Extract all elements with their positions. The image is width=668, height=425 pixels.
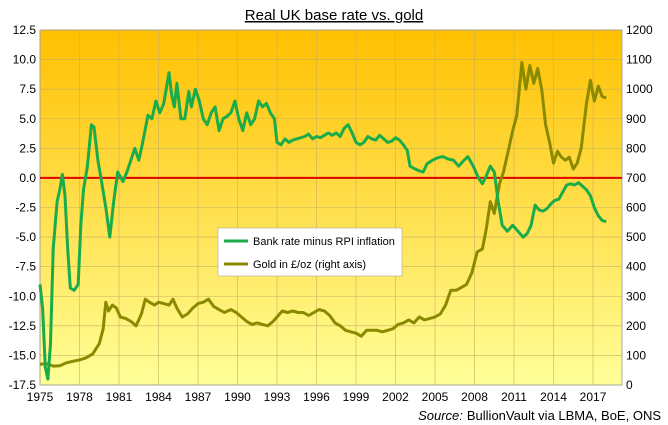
x-tick-label: 1978	[66, 390, 93, 404]
x-tick-label: 1996	[303, 390, 330, 404]
y-right-tick-label: 500	[626, 230, 646, 244]
y-left-tick-label: -5.0	[15, 230, 36, 244]
source-label: Source:	[418, 408, 463, 423]
plot-border	[39, 29, 623, 386]
y-left-tick-label: -15.0	[9, 348, 37, 362]
x-tick-label: 2005	[422, 390, 449, 404]
legend-box	[217, 227, 403, 277]
x-tick-label: 2002	[382, 390, 409, 404]
legend: Bank rate minus RPI inflation Gold in £/…	[217, 227, 403, 277]
y-right-tick-label: 100	[626, 348, 646, 362]
source-text: BullionVault via LBMA, BoE, ONS	[467, 408, 661, 423]
x-tick-label: 1990	[224, 390, 251, 404]
chart-title: Real UK base rate vs. gold	[245, 7, 423, 24]
y-right-tick-label: 200	[626, 319, 646, 333]
y-left-tick-label: -7.5	[15, 260, 36, 274]
y-left-tick-label: -17.5	[9, 378, 37, 392]
grid	[39, 29, 623, 386]
y-right-tick-label: 1000	[626, 82, 653, 96]
y-left-tick-label: 2.5	[19, 141, 36, 155]
y-right-tick-label: 1200	[626, 23, 653, 37]
y-left-tick-label: 7.5	[19, 82, 36, 96]
legend-label-rate: Bank rate minus RPI inflation	[253, 236, 395, 248]
y-right-tick-label: 300	[626, 289, 646, 303]
y-right-tick-label: 400	[626, 260, 646, 274]
y-left-tick-label: -12.5	[9, 319, 37, 333]
x-tick-label: 1981	[106, 390, 133, 404]
y-right-tick-label: 700	[626, 171, 646, 185]
y-right-tick-label: 800	[626, 141, 646, 155]
y-left-tick-label: -2.5	[15, 201, 36, 215]
x-tick-label: 1984	[145, 390, 172, 404]
x-tick-label: 1999	[343, 390, 370, 404]
y-right-tick-label: 600	[626, 201, 646, 215]
gold-price-line	[39, 61, 607, 368]
source-note: Source: BullionVault via LBMA, BoE, ONS	[418, 408, 661, 423]
x-tick-label: 2011	[501, 390, 527, 404]
real-rate-line	[38, 71, 607, 381]
y-right-tick-label: 0	[626, 378, 633, 392]
y-left-tick-label: -10.0	[9, 289, 37, 303]
y-left-tick-label: 10.0	[13, 53, 37, 67]
x-tick-label: 2008	[461, 390, 488, 404]
legend-label-gold: Gold in £/oz (right axis)	[253, 259, 366, 271]
left-axis: 12.5 10.0 7.5 5.0 2.5 0.0 -2.5 -5.0 -7.5 -10.0 -12…	[9, 23, 37, 392]
y-left-tick-label: 5.0	[19, 112, 36, 126]
y-right-tick-label: 1100	[626, 53, 652, 67]
y-right-tick-label: 900	[626, 112, 646, 126]
x-tick-label: 1993	[264, 390, 291, 404]
y-left-tick-label: 0.0	[19, 171, 36, 185]
x-tick-label: 1975	[27, 390, 54, 404]
x-tick-label: 1987	[185, 390, 212, 404]
y-left-tick-label: 12.5	[13, 23, 37, 37]
x-tick-label: 2017	[580, 390, 607, 404]
x-tick-label: 2014	[540, 390, 567, 404]
x-axis: 1975 1978 1981 1984 1987 1990 1993 1996 1999 2002…	[27, 390, 607, 404]
